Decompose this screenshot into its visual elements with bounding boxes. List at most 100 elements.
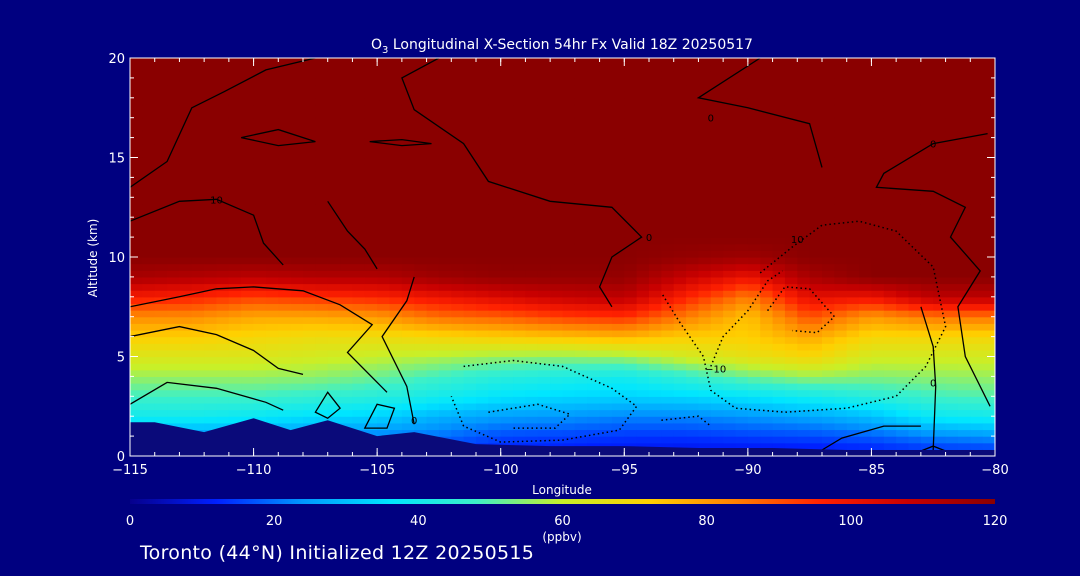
heatmap-cell	[154, 197, 168, 205]
heatmap-cell	[364, 243, 378, 251]
heatmap-cell	[784, 111, 798, 119]
heatmap-cell	[204, 58, 218, 66]
heatmap-cell	[822, 250, 835, 258]
heatmap-cell	[649, 402, 662, 411]
heatmap-cell	[747, 217, 761, 225]
heatmap-cell	[241, 210, 255, 218]
heatmap-cell	[278, 343, 292, 351]
heatmap-cell	[216, 130, 230, 139]
heatmap-cell	[908, 402, 922, 411]
heatmap-cell	[834, 323, 848, 331]
heatmap-cell	[352, 369, 366, 377]
heatmap-cell	[784, 263, 798, 271]
heatmap-cell	[908, 336, 922, 344]
heatmap-cell	[265, 416, 279, 424]
heatmap-cell	[142, 336, 156, 344]
heatmap-cell	[130, 343, 143, 351]
terrain-mask	[130, 418, 995, 456]
heatmap-cell	[599, 257, 613, 265]
heatmap-cell	[352, 203, 366, 212]
heatmap-cell	[611, 422, 625, 431]
negative-contour-line	[450, 359, 638, 443]
heatmap-cell	[982, 77, 995, 86]
heatmap-cell	[908, 190, 922, 198]
heatmap-cell	[834, 263, 848, 271]
heatmap-cell	[587, 409, 601, 417]
heatmap-cell	[488, 316, 502, 324]
heatmap-cell	[673, 203, 687, 212]
heatmap-cell	[315, 203, 329, 212]
heatmap-cell	[228, 303, 242, 311]
heatmap-cell	[673, 210, 687, 218]
heatmap-cell	[167, 130, 181, 139]
heatmap-cell	[574, 170, 588, 178]
heatmap-cell	[797, 237, 811, 245]
heatmap-cell	[797, 150, 811, 159]
heatmap-cell	[401, 369, 415, 377]
heatmap-cell	[550, 64, 564, 72]
heatmap-cell	[389, 429, 403, 437]
heatmap-cell	[760, 157, 774, 165]
heatmap-cell	[154, 376, 168, 384]
heatmap-cell	[537, 223, 551, 232]
heatmap-cell	[945, 402, 959, 411]
heatmap-cell	[389, 349, 403, 358]
heatmap-cell	[265, 343, 279, 351]
heatmap-cell	[945, 409, 959, 417]
heatmap-cell	[859, 310, 873, 318]
heatmap-cell	[834, 243, 848, 251]
heatmap-cell	[377, 383, 391, 391]
heatmap-cell	[896, 356, 910, 364]
heatmap-cell	[488, 276, 502, 285]
heatmap-cell	[154, 223, 168, 232]
heatmap-cell	[735, 157, 749, 165]
heatmap-cell	[723, 250, 737, 258]
heatmap-cell	[933, 58, 947, 66]
heatmap-cell	[290, 257, 304, 265]
heatmap-cell	[352, 422, 366, 431]
heatmap-cell	[241, 343, 255, 351]
heatmap-cell	[265, 77, 279, 86]
heatmap-cell	[426, 230, 440, 238]
heatmap-cell	[377, 290, 391, 298]
heatmap-cell	[624, 184, 638, 192]
heatmap-cell	[896, 389, 910, 397]
heatmap-cell	[377, 250, 391, 258]
heatmap-cell	[130, 210, 143, 218]
heatmap-cell	[513, 144, 527, 152]
heatmap-cell	[290, 77, 304, 86]
heatmap-cell	[537, 137, 551, 145]
heatmap-cell	[414, 363, 428, 371]
heatmap-cell	[920, 197, 934, 205]
heatmap-cell	[265, 250, 279, 258]
heatmap-cell	[562, 111, 576, 119]
heatmap-cell	[920, 84, 934, 92]
heatmap-cell	[920, 58, 934, 66]
heatmap-cell	[883, 303, 897, 311]
heatmap-cell	[883, 91, 897, 99]
heatmap-cell	[673, 429, 687, 437]
heatmap-cell	[797, 290, 811, 298]
heatmap-cell	[352, 270, 366, 278]
heatmap-cell	[537, 117, 551, 125]
heatmap-cell	[574, 283, 588, 291]
heatmap-cell	[945, 104, 959, 112]
heatmap-cell	[488, 402, 502, 411]
heatmap-cell	[686, 356, 700, 364]
heatmap-cell	[661, 250, 675, 258]
heatmap-cell	[760, 203, 774, 212]
heatmap-cell	[290, 203, 304, 212]
heatmap-cell	[710, 343, 724, 351]
heatmap-cell	[488, 117, 502, 125]
heatmap-cell	[513, 97, 527, 106]
heatmap-cell	[784, 243, 798, 251]
heatmap-cell	[537, 64, 551, 72]
heatmap-cell	[822, 369, 835, 377]
negative-contour-line	[766, 286, 836, 334]
heatmap-cell	[191, 164, 205, 172]
heatmap-cell	[550, 310, 564, 318]
heatmap-cell	[574, 157, 588, 165]
heatmap-cell	[364, 363, 378, 371]
heatmap-cell	[167, 64, 181, 72]
heatmap-cell	[167, 343, 181, 351]
